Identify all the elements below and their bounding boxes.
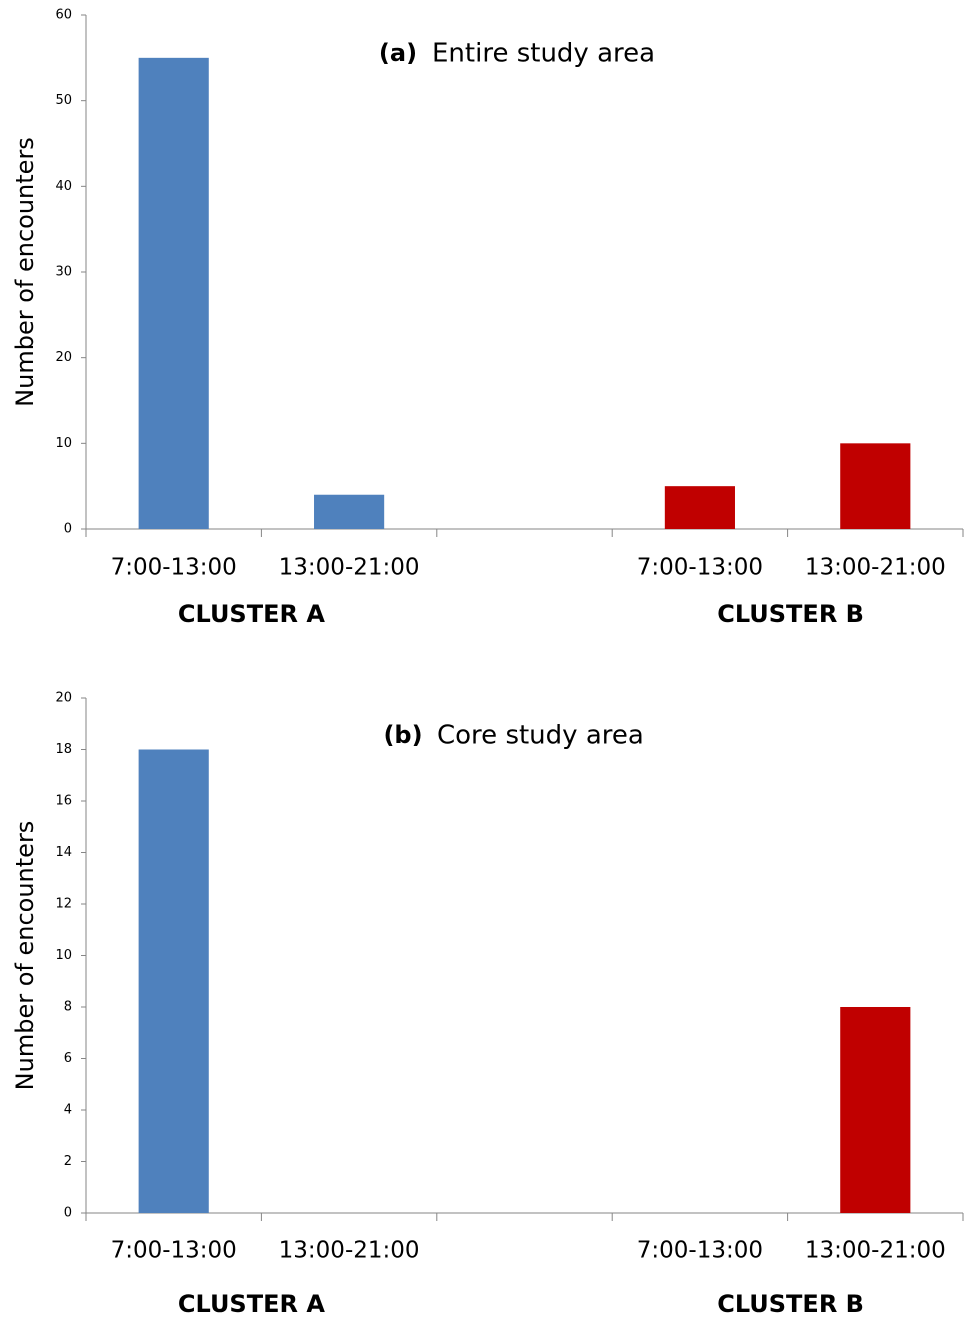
x-tick-label: 7:00-13:00	[637, 555, 763, 581]
group-label: CLUSTER A	[178, 600, 325, 628]
x-tick-label: 13:00-21:00	[279, 1238, 420, 1264]
bar	[138, 749, 209, 1213]
y-tick-label: 0	[64, 522, 72, 537]
y-tick-label: 18	[55, 742, 72, 757]
y-tick-label: 50	[55, 93, 72, 108]
y-tick-label: 0	[64, 1206, 72, 1221]
chart-title: Core study area	[437, 721, 644, 751]
y-tick-label: 30	[55, 265, 72, 280]
y-tick-label: 6	[64, 1051, 72, 1066]
y-tick-label: 40	[55, 179, 72, 194]
bar	[314, 494, 385, 529]
y-tick-label: 14	[55, 845, 72, 860]
y-tick-label: 20	[55, 691, 72, 706]
group-label: CLUSTER B	[717, 1290, 864, 1317]
bar	[840, 443, 911, 529]
y-axis-label: Number of encounters	[11, 137, 39, 407]
x-tick-label: 7:00-13:00	[111, 555, 237, 581]
y-tick-label: 10	[55, 436, 72, 451]
y-tick-label: 8	[64, 1000, 72, 1015]
y-tick-label: 20	[55, 350, 72, 365]
x-tick-label: 13:00-21:00	[805, 1238, 946, 1264]
panel-label: (b)	[383, 721, 422, 749]
y-tick-label: 2	[64, 1154, 72, 1169]
group-label: CLUSTER B	[717, 600, 864, 628]
bar	[664, 486, 735, 529]
x-tick-label: 7:00-13:00	[111, 1238, 237, 1264]
bar	[138, 57, 209, 529]
group-label: CLUSTER A	[178, 1290, 325, 1317]
panel-label: (a)	[379, 39, 417, 67]
chart-title: Entire study area	[432, 39, 655, 69]
y-tick-label: 16	[55, 794, 72, 809]
y-tick-label: 12	[55, 897, 72, 912]
y-tick-label: 60	[55, 8, 72, 23]
x-tick-label: 7:00-13:00	[637, 1238, 763, 1264]
x-tick-label: 13:00-21:00	[805, 555, 946, 581]
y-axis-label: Number of encounters	[11, 821, 39, 1091]
y-tick-label: 4	[64, 1103, 72, 1118]
y-tick-label: 10	[55, 948, 72, 963]
x-tick-label: 13:00-21:00	[279, 555, 420, 581]
bar	[840, 1007, 911, 1213]
